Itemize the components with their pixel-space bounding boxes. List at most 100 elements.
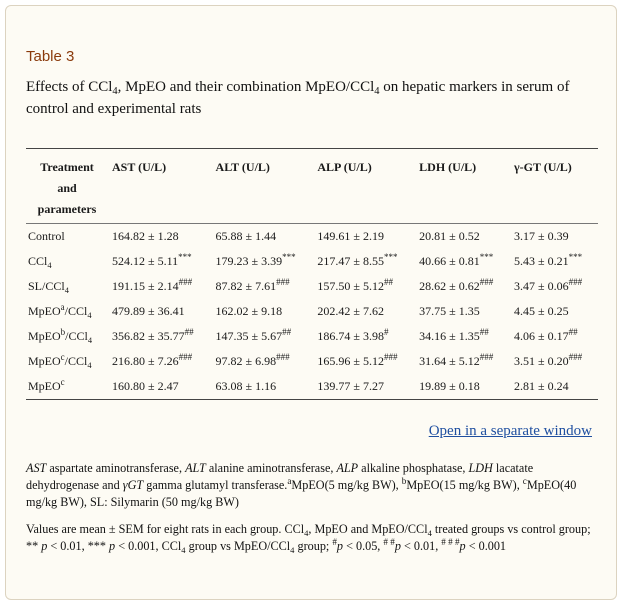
value-cell: 356.82 ± 35.77## — [108, 324, 212, 349]
significance-mark: ### — [178, 352, 193, 362]
cell-value: 147.35 ± 5.67 — [215, 329, 283, 343]
p-symbol: p — [109, 539, 116, 553]
treatment-text: Control — [28, 229, 65, 243]
fn-sup: # — [332, 537, 337, 547]
header-line: and — [57, 181, 77, 195]
value-cell: 164.82 ± 1.28 — [108, 224, 212, 250]
header-line: parameters — [37, 202, 97, 216]
fn-text: treated groups vs control group; ** — [26, 522, 591, 553]
cell-value: 97.82 ± 6.98 — [215, 354, 277, 368]
col-header-ldh: LDH (U/L) — [415, 148, 511, 224]
table-row: SL/CCl4 191.15 ± 2.14### 87.82 ± 7.61### 15… — [26, 274, 598, 299]
col-header-alp: ALP (U/L) — [313, 148, 416, 224]
table-row: CCl4 524.12 ± 5.11*** 179.23 ± 3.39*** 217.… — [26, 249, 598, 274]
cell-value: 87.82 ± 7.61 — [215, 279, 277, 293]
significance-mark: *** — [282, 252, 296, 262]
fn-sub: 4 — [290, 545, 295, 555]
significance-mark: ### — [276, 352, 290, 362]
treatment-cell: MpEOb/CCl4 — [26, 324, 108, 349]
cell-value: 524.12 ± 5.11 — [112, 254, 179, 268]
fn-text: < 0.01, *** — [47, 539, 110, 553]
treatment-sub: 4 — [64, 286, 69, 295]
treatment-text: CCl — [28, 254, 48, 268]
treatment-text: MpEO — [28, 379, 61, 393]
abbr: AST — [26, 461, 47, 475]
value-cell: 3.51 ± 0.20### — [510, 349, 598, 374]
fn-text: < 0.001, CCl — [115, 539, 182, 553]
table-row: Control 164.82 ± 1.28 65.88 ± 1.44 149.61 ±… — [26, 224, 598, 250]
abbreviations-footnote: AST aspartate aminotransferase, ALT alan… — [26, 460, 596, 511]
cell-value: 19.89 ± 0.18 — [419, 379, 480, 393]
caption-text: , MpEO and their combination MpEO/CCl — [117, 79, 375, 95]
cell-value: 20.81 ± 0.52 — [419, 229, 480, 243]
abbr: ALT — [185, 461, 206, 475]
significance-mark: *** — [178, 252, 192, 262]
open-separate-window-link[interactable]: Open in a separate window — [428, 423, 592, 439]
significance-mark: ### — [479, 277, 494, 287]
value-cell: 20.81 ± 0.52 — [415, 224, 510, 250]
value-cell: 3.17 ± 0.39 — [510, 224, 598, 250]
fn-text: < 0.001 — [465, 539, 507, 553]
significance-mark: ## — [479, 327, 489, 337]
treatment-cell: SL/CCl4 — [26, 274, 108, 299]
significance-mark: *** — [383, 252, 398, 262]
cell-value: 3.51 ± 0.20 — [514, 354, 569, 368]
significance-mark: ### — [276, 277, 290, 287]
treatment-cell: CCl4 — [26, 249, 108, 274]
significance-mark: ### — [479, 352, 494, 362]
cell-value: 5.43 ± 0.21 — [514, 254, 569, 268]
fn-sup: # # # — [441, 537, 460, 547]
cell-value: 34.16 ± 1.35 — [419, 329, 480, 343]
treatment-sub: 4 — [87, 336, 93, 345]
value-cell: 149.61 ± 2.19 — [313, 224, 415, 250]
treatment-text: MpEO — [28, 329, 61, 343]
col-header-treatment: Treatment and parameters — [26, 148, 108, 224]
fn-text: < 0.01, — [400, 539, 442, 553]
fn-text: group vs MpEO/CCl — [185, 539, 291, 553]
value-cell: 186.74 ± 3.98# — [313, 324, 415, 349]
value-cell: 31.64 ± 5.12### — [415, 349, 510, 374]
value-cell: 63.08 ± 1.16 — [212, 374, 314, 400]
p-symbol: p — [336, 539, 344, 553]
table-row: MpEOb/CCl4 356.82 ± 35.77## 147.35 ± 5.67#… — [26, 324, 598, 349]
cell-value: 202.42 ± 7.62 — [317, 304, 384, 318]
value-cell: 2.81 ± 0.24 — [510, 374, 598, 400]
cell-value: 186.74 ± 3.98 — [317, 329, 384, 343]
statistics-footnote: Values are mean ± SEM for eight rats in … — [26, 521, 596, 555]
cell-value: 179.23 ± 3.39 — [215, 254, 283, 268]
cell-value: 164.82 ± 1.28 — [112, 229, 179, 243]
table-caption: Effects of CCl4, MpEO and their combinat… — [26, 76, 601, 120]
value-cell: 216.80 ± 7.26### — [108, 349, 212, 374]
cell-value: 191.15 ± 2.14 — [112, 279, 179, 293]
table-row: MpEOc/CCl4 216.80 ± 7.26### 97.82 ± 6.98##… — [26, 349, 598, 374]
cell-value: 356.82 ± 35.77 — [112, 329, 185, 343]
fn-text: alanine aminotransferase, — [205, 461, 337, 475]
abbr: ALP — [336, 461, 359, 475]
value-cell: 524.12 ± 5.11*** — [108, 249, 212, 274]
value-cell: 179.23 ± 3.39*** — [212, 249, 314, 274]
col-header-ast: AST (U/L) — [108, 148, 212, 224]
cell-value: 3.17 ± 0.39 — [514, 229, 569, 243]
treatment-sub: 4 — [47, 261, 52, 270]
value-cell: 3.47 ± 0.06### — [510, 274, 598, 299]
significance-mark: ## — [184, 327, 194, 337]
caption-text: Effects of CCl — [26, 79, 113, 95]
cell-value: 162.02 ± 9.18 — [215, 304, 283, 318]
value-cell: 217.47 ± 8.55*** — [313, 249, 415, 274]
value-cell: 4.45 ± 0.25 — [510, 299, 598, 324]
treatment-sup: c — [60, 377, 65, 387]
value-cell: 40.66 ± 0.81*** — [415, 249, 510, 274]
cell-value: 479.89 ± 36.41 — [112, 304, 185, 318]
significance-mark: ## — [568, 327, 578, 337]
value-cell: 87.82 ± 7.61### — [212, 274, 314, 299]
cell-value: 37.75 ± 1.35 — [419, 304, 480, 318]
treatment-cell: MpEOc/CCl4 — [26, 349, 108, 374]
value-cell: 202.42 ± 7.62 — [313, 299, 415, 324]
treatment-sub: 4 — [87, 311, 92, 320]
significance-mark: *** — [568, 252, 583, 262]
cell-value: 65.88 ± 1.44 — [215, 229, 277, 243]
treatment-sup: c — [60, 352, 65, 362]
fn-text: < 0.05, — [343, 539, 384, 553]
cell-value: 4.06 ± 0.17 — [514, 329, 569, 343]
significance-mark: ### — [568, 352, 583, 362]
